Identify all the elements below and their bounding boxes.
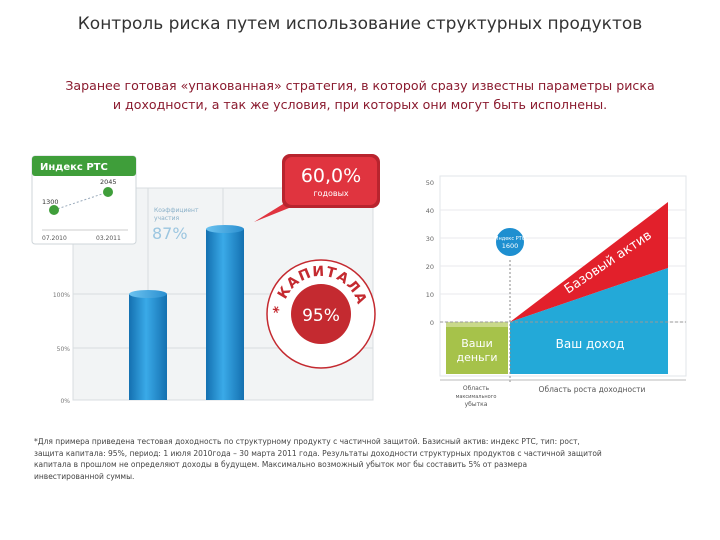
right-y-tick-0: 0: [430, 319, 434, 327]
return-badge-label: годовых: [313, 189, 349, 198]
index-end-point: [103, 187, 113, 197]
participation-value: 87%: [152, 224, 188, 243]
footnote-line-4: инвестированной суммы.: [34, 471, 135, 481]
rts-1600-marker: Индекс РТС 1600: [494, 226, 526, 382]
footnote-line-3: капитала в прошлом не определяют доходы …: [34, 460, 528, 469]
area-growth-label: Область роста доходности: [539, 385, 646, 394]
right-y-tick-30: 30: [426, 235, 434, 243]
subtitle-line-1: Заранее готовая «упакованная» стратегия,…: [65, 78, 655, 93]
right-y-tick-10: 10: [426, 291, 434, 299]
area-loss-label-2: максимального: [456, 394, 497, 400]
your-money-box: [446, 326, 508, 374]
index-start-date: 07.2010: [42, 235, 67, 242]
right-infographic: 50 40 30 20 10 0 Базовый актив Ваш доход…: [426, 175, 687, 408]
left-infographic: 100% 50% 0% Индекс РТС 1300 2045 07.2010…: [28, 148, 380, 405]
income-label: Ваш доход: [556, 337, 625, 351]
marker-label-1: Индекс РТС: [495, 236, 526, 242]
income-area: [510, 268, 668, 374]
index-end-value: 2045: [100, 178, 117, 186]
right-y-tick-50: 50: [426, 179, 434, 187]
area-loss-label-3: убытка: [465, 401, 488, 408]
protection-bar: [129, 290, 167, 400]
left-y-tick-100: 100%: [53, 292, 70, 299]
return-badge-value: 60,0%: [301, 165, 361, 187]
index-card-title: Индекс РТС: [40, 162, 108, 173]
money-label-2: деньги: [457, 351, 498, 364]
footnote-line-2: защита капитала: 95%, период: 1 июля 201…: [34, 448, 602, 458]
footnote: *Для примера приведена тестовая доходнос…: [34, 436, 694, 482]
index-card: Индекс РТС 1300 2045 07.2010 03.2011: [31, 155, 137, 245]
marker-label-2: 1600: [502, 242, 519, 250]
return-badge: 60,0% годовых: [254, 154, 380, 222]
participation-label-1: Коэффициент: [154, 207, 199, 214]
money-label-1: Ваши: [461, 337, 493, 350]
area-loss-label-1: Область: [463, 385, 490, 392]
subtitle-line-2: и доходности, а так же условия, при кото…: [112, 97, 608, 112]
participation-label-2: участия: [154, 215, 179, 222]
right-y-tick-20: 20: [426, 263, 434, 271]
base-asset-area: [510, 202, 668, 322]
index-start-value: 1300: [42, 198, 59, 206]
index-start-point: [49, 205, 59, 215]
left-y-tick-0: 0%: [60, 398, 70, 405]
protection-value: 95%: [302, 306, 340, 326]
left-y-tick-50: 50%: [57, 346, 71, 353]
return-bar: [206, 225, 244, 400]
page-title: Контроль риска путем использование струк…: [77, 14, 643, 34]
footnote-line-1: *Для примера приведена тестовая доходнос…: [34, 437, 580, 446]
index-end-date: 03.2011: [96, 235, 121, 242]
right-y-tick-40: 40: [426, 207, 434, 215]
page-subtitle: Заранее готовая «упакованная» стратегия,…: [18, 76, 702, 114]
